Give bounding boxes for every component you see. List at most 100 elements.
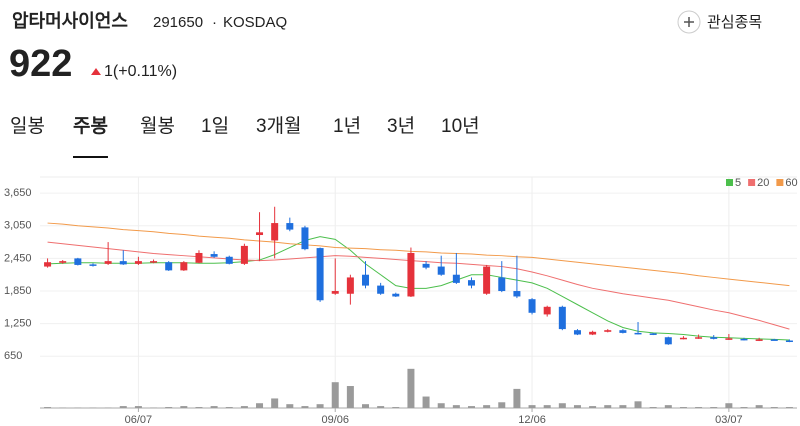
candle-body [362, 274, 370, 286]
candle-body [649, 333, 657, 335]
volume-bar [710, 407, 718, 408]
volume-bar [316, 404, 324, 408]
market: KOSDAQ [223, 14, 287, 31]
tab[interactable]: 1일 [201, 115, 229, 137]
volume-bar [649, 407, 657, 408]
tab[interactable]: 10년 [441, 115, 480, 137]
volume-bar [589, 406, 597, 408]
watch-button[interactable]: 관심종목 [677, 10, 762, 34]
volume-bar [543, 405, 551, 408]
volume-bar [210, 406, 218, 408]
candle-body [346, 277, 354, 294]
candle-body [89, 264, 97, 266]
y-tick-label: 1,850 [4, 285, 32, 297]
volume-bar [452, 405, 460, 408]
candle-body [543, 306, 551, 315]
volume-bar [407, 368, 415, 408]
volume-bar [44, 407, 52, 408]
volume-bar [392, 407, 400, 408]
up-arrow [91, 68, 101, 75]
candle-body [437, 266, 445, 275]
candle-body [725, 338, 733, 340]
volume-bar [225, 407, 233, 408]
volume-bar [467, 406, 475, 408]
candle-body [286, 223, 294, 230]
stock-name: 압타머사이언스 [12, 11, 128, 31]
volume-bar [437, 403, 445, 408]
legend-label: 20 [757, 177, 769, 189]
candle-body [210, 254, 218, 257]
tab[interactable]: 3개월 [256, 115, 302, 137]
volume-bar [498, 402, 506, 408]
volume-bar [483, 405, 491, 408]
volume-bar [573, 405, 581, 408]
separator: · [212, 14, 217, 31]
y-tick-label: 3,050 [4, 220, 32, 232]
candle-body [619, 330, 627, 333]
chart: 650 1,250 1,850 2,450 3,050 3,650 06/07 09/06 12… [4, 176, 798, 426]
volume-bar [679, 407, 687, 408]
candle-body [301, 227, 309, 250]
candle-body [225, 256, 233, 264]
tabs: 일봉 주봉 월봉 1일 3개월 1년 3년 10년 [10, 115, 480, 158]
volume-bar [301, 406, 309, 408]
candle-body [240, 245, 248, 264]
candle-body [256, 232, 264, 236]
candle-body [271, 223, 279, 241]
x-tick-label: 06/07 [125, 414, 153, 426]
candle-body [589, 331, 597, 335]
watch-label: 관심종목 [707, 14, 762, 31]
candle-body [452, 274, 460, 283]
candle-body [679, 337, 687, 340]
volume-bar [770, 407, 778, 408]
tab[interactable]: 일봉 [10, 115, 45, 137]
candle-body [195, 252, 203, 263]
volume-bar [695, 407, 703, 408]
price: 922 [9, 43, 72, 85]
candle-body [150, 261, 158, 263]
volume-bar [740, 407, 748, 408]
stock-code: 291650 [153, 14, 203, 31]
volume-bar [271, 398, 279, 408]
volume-bar [634, 401, 642, 408]
candle-body [407, 252, 415, 297]
candle-body [377, 285, 385, 294]
tab[interactable]: 주봉 [73, 115, 108, 137]
candle-body [467, 280, 475, 286]
volume-bar [346, 386, 354, 408]
y-tick-label: 650 [4, 350, 22, 362]
legend-swatch [748, 179, 756, 186]
candle-body [695, 337, 703, 339]
volume-bar [331, 382, 339, 408]
candle-body [664, 337, 672, 345]
candle-body [59, 261, 67, 263]
tab[interactable]: 월봉 [140, 115, 175, 137]
volume-bar [604, 405, 612, 408]
candle-body [770, 339, 778, 341]
x-tick-label: 09/06 [321, 414, 349, 426]
candle-body [422, 263, 430, 268]
volume-bar [286, 404, 294, 408]
candle-body [740, 338, 748, 341]
volume-bar [195, 407, 203, 408]
x-tick-label: 12/06 [518, 414, 546, 426]
ma-line [47, 222, 790, 287]
candle-body [483, 266, 491, 294]
tab[interactable]: 3년 [387, 115, 415, 137]
volume-bar [240, 406, 248, 408]
legend-swatch [726, 179, 733, 186]
candle-body [755, 339, 763, 341]
candle-body [104, 261, 112, 264]
candle-body [180, 262, 188, 271]
candle-body [44, 262, 52, 267]
volume-bar [785, 407, 793, 408]
candle-body [604, 330, 612, 332]
volume-bar [256, 403, 264, 408]
x-tick-label: 03/07 [715, 414, 743, 426]
volume-bar [558, 403, 566, 408]
legend-label: 5 [735, 177, 741, 189]
tab[interactable]: 1년 [333, 115, 361, 137]
volume-bar [362, 404, 370, 408]
